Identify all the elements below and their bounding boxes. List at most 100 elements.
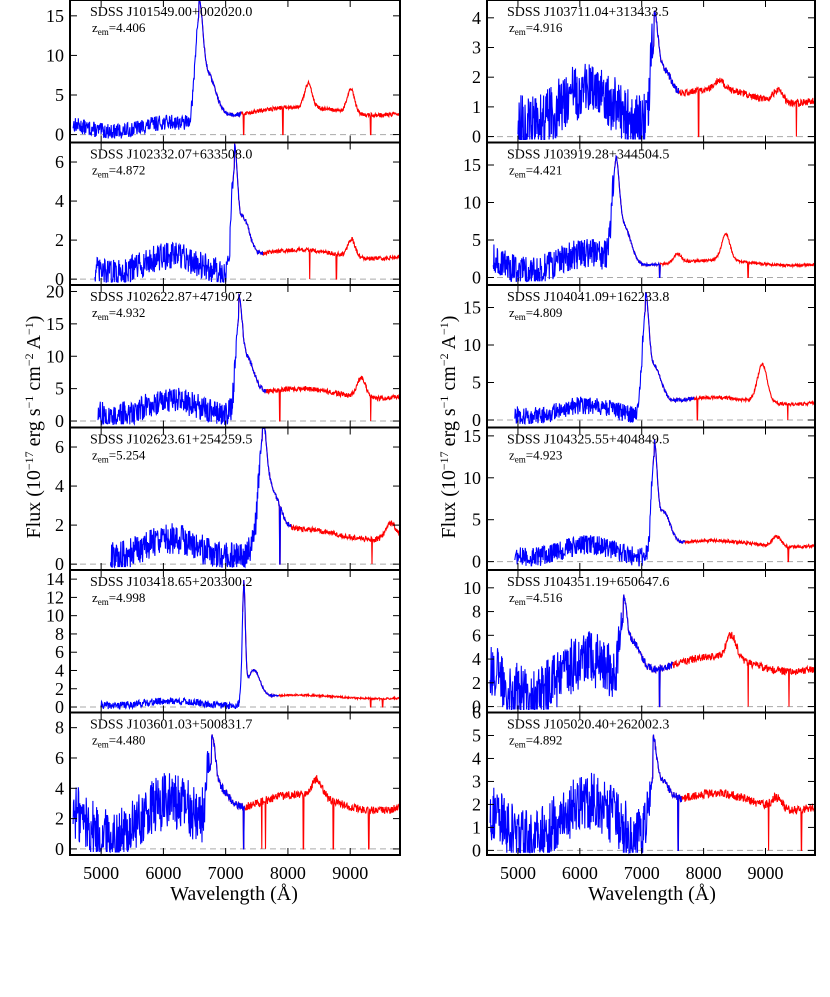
x-tick-label: 8000: [686, 863, 722, 883]
x-tick-label: 6000: [145, 863, 181, 883]
highres-spectrum: [652, 10, 816, 138]
lowres-spectrum: [492, 154, 661, 283]
object-name: SDSS J102623.61+254259.5: [90, 433, 252, 448]
object-name: SDSS J101549.00+002020.0: [90, 5, 252, 20]
y-tick-label: 2: [55, 679, 64, 699]
y-axis-title-left: Flux (10−17 erg s−1 cm−2 A−1): [22, 316, 45, 539]
y-tick-label: 0: [55, 269, 64, 289]
y-tick-label: 0: [472, 840, 481, 860]
x-tick-label: 9000: [747, 863, 783, 883]
y-tick-label: 10: [463, 468, 481, 488]
highres-spectrum: [232, 143, 401, 280]
redshift-label: zem=4.932: [92, 305, 145, 322]
redshift-label: zem=4.923: [509, 448, 562, 465]
lowres-spectrum: [517, 10, 680, 141]
y-tick-label: 10: [46, 346, 64, 366]
x-tick-label: 9000: [332, 863, 368, 883]
x-axis-title-right: Wavelength (Å): [588, 883, 716, 905]
redshift-label: zem=4.916: [509, 20, 563, 37]
y-tick-label: 10: [46, 45, 64, 65]
y-tick-label: 6: [472, 625, 481, 645]
redshift-label: zem=4.892: [509, 733, 562, 750]
y-tick-label: 2: [472, 794, 481, 814]
y-tick-label: 6: [472, 703, 481, 723]
y-tick-label: 0: [55, 697, 64, 717]
y-tick-label: 15: [463, 298, 481, 318]
y-tick-label: 15: [46, 314, 64, 334]
object-name: SDSS J103711.04+313433.5: [507, 5, 669, 20]
highres-spectrum: [643, 292, 816, 421]
lowres-spectrum: [72, 734, 245, 854]
y-tick-label: 2: [55, 515, 64, 535]
redshift-label: zem=4.406: [92, 20, 146, 37]
lowres-spectrum: [514, 292, 695, 426]
y-tick-label: 5: [55, 379, 64, 399]
y-tick-label: 0: [472, 552, 481, 572]
y-tick-label: 2: [55, 230, 64, 250]
spectrum-panel: 0 5 10 15 20 SDSS J102622.87+471907.2zem=4.93…: [46, 281, 401, 431]
object-name: SDSS J104325.55+404849.5: [507, 433, 669, 448]
y-tick-label: 8: [55, 624, 64, 644]
object-name: SDSS J104041.09+162233.8: [507, 290, 669, 305]
lowres-spectrum: [94, 143, 264, 283]
y-tick-label: 6: [55, 642, 64, 662]
y-tick-label: 2: [55, 809, 64, 829]
lowres-spectrum: [72, 0, 242, 139]
highres-spectrum: [614, 154, 816, 279]
lowres-spectrum: [100, 580, 279, 711]
y-tick-label: 5: [472, 230, 481, 250]
highres-spectrum: [621, 594, 816, 708]
y-tick-label: 15: [463, 426, 481, 446]
y-tick-label: 2: [472, 67, 481, 87]
y-tick-label: 4: [55, 778, 64, 798]
lowres-spectrum: [489, 734, 683, 855]
object-name: SDSS J103418.65+203300.2: [90, 575, 252, 590]
y-tick-label: 8: [472, 602, 481, 622]
x-tick-label: 7000: [624, 863, 660, 883]
highres-spectrum: [209, 734, 401, 850]
lowres-spectrum: [97, 293, 267, 426]
y-tick-label: 0: [472, 697, 481, 717]
y-tick-label: 4: [472, 748, 481, 768]
y-tick-label: 0: [472, 268, 481, 288]
highres-spectrum: [260, 427, 401, 565]
x-tick-label: 8000: [270, 863, 306, 883]
y-tick-label: 0: [472, 127, 481, 147]
lowres-spectrum: [489, 594, 673, 711]
lowres-spectrum: [514, 439, 686, 567]
object-name: SDSS J102332.07+633508.0: [90, 148, 252, 163]
panel-frame: [486, 711, 816, 856]
highres-spectrum: [652, 439, 816, 563]
y-tick-label: 0: [55, 125, 64, 145]
y-tick-label: 5: [472, 725, 481, 745]
y-tick-label: 10: [463, 578, 481, 598]
object-name: SDSS J104351.19+650647.6: [507, 575, 669, 590]
y-tick-label: 1: [472, 97, 481, 117]
object-name: SDSS J105020.40+262002.3: [507, 718, 669, 733]
y-tick-label: 5: [472, 510, 481, 530]
y-tick-label: 10: [463, 193, 481, 213]
highres-spectrum: [242, 580, 401, 708]
y-tick-label: 5: [55, 85, 64, 105]
y-axis-title-right: Flux (10−17 erg s−1 cm−2 A−1): [437, 316, 460, 539]
x-tick-label: 7000: [208, 863, 244, 883]
object-name: SDSS J103919.28+344504.5: [507, 148, 669, 163]
y-tick-label: 0: [55, 554, 64, 574]
x-tick-label: 6000: [562, 863, 598, 883]
y-tick-label: 1: [472, 817, 481, 837]
y-tick-label: 2: [472, 673, 481, 693]
y-tick-label: 14: [46, 569, 64, 589]
redshift-label: zem=4.872: [92, 163, 145, 180]
redshift-label: zem=4.480: [92, 733, 145, 750]
spectrum-panel: 0 1 2 3 4 56 SDSS J105020.40+262002.3zem=4.892…: [472, 703, 816, 883]
